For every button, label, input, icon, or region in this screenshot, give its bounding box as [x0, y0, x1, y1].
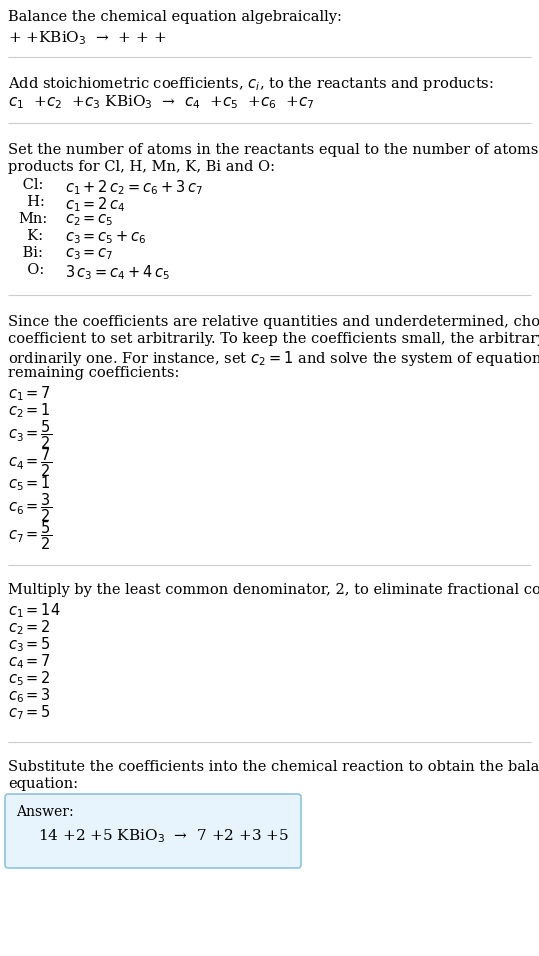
Text: Balance the chemical equation algebraically:: Balance the chemical equation algebraica… — [8, 10, 342, 24]
Text: $c_5 = 1$: $c_5 = 1$ — [8, 474, 51, 492]
Text: O:: O: — [18, 263, 44, 277]
Text: $c_2 = 2$: $c_2 = 2$ — [8, 618, 51, 637]
Text: equation:: equation: — [8, 777, 78, 791]
Text: $c_7 = 5$: $c_7 = 5$ — [8, 703, 51, 722]
Text: products for Cl, H, Mn, K, Bi and O:: products for Cl, H, Mn, K, Bi and O: — [8, 160, 275, 174]
Text: Set the number of atoms in the reactants equal to the number of atoms in the: Set the number of atoms in the reactants… — [8, 143, 539, 157]
FancyBboxPatch shape — [5, 794, 301, 868]
Text: Substitute the coefficients into the chemical reaction to obtain the balanced: Substitute the coefficients into the che… — [8, 760, 539, 774]
Text: + +KBiO$_3$  →  + + +: + +KBiO$_3$ → + + + — [8, 29, 167, 47]
Text: $c_3 = \dfrac{5}{2}$: $c_3 = \dfrac{5}{2}$ — [8, 418, 52, 450]
Text: $c_3 = c_5 + c_6$: $c_3 = c_5 + c_6$ — [65, 229, 147, 246]
Text: $c_4 = \dfrac{7}{2}$: $c_4 = \dfrac{7}{2}$ — [8, 446, 52, 479]
Text: $c_6 = 3$: $c_6 = 3$ — [8, 686, 51, 705]
Text: Mn:: Mn: — [18, 212, 47, 226]
Text: coefficient to set arbitrarily. To keep the coefficients small, the arbitrary va: coefficient to set arbitrarily. To keep … — [8, 332, 539, 346]
Text: Add stoichiometric coefficients, $c_i$, to the reactants and products:: Add stoichiometric coefficients, $c_i$, … — [8, 75, 494, 93]
Text: Multiply by the least common denominator, 2, to eliminate fractional coefficient: Multiply by the least common denominator… — [8, 583, 539, 597]
Text: Cl:: Cl: — [18, 178, 43, 192]
Text: $c_3 = c_7$: $c_3 = c_7$ — [65, 246, 114, 262]
Text: H:: H: — [18, 195, 45, 209]
Text: $c_7 = \dfrac{5}{2}$: $c_7 = \dfrac{5}{2}$ — [8, 519, 52, 552]
Text: $c_1 + 2\,c_2 = c_6 + 3\,c_7$: $c_1 + 2\,c_2 = c_6 + 3\,c_7$ — [65, 178, 203, 197]
Text: $c_1$  +$c_2$  +$c_3$ KBiO$_3$  →  $c_4$  +$c_5$  +$c_6$  +$c_7$: $c_1$ +$c_2$ +$c_3$ KBiO$_3$ → $c_4$ +$c… — [8, 93, 315, 111]
Text: $c_5 = 2$: $c_5 = 2$ — [8, 669, 51, 687]
Text: $3\,c_3 = c_4 + 4\,c_5$: $3\,c_3 = c_4 + 4\,c_5$ — [65, 263, 170, 282]
Text: K:: K: — [18, 229, 43, 243]
Text: $c_2 = 1$: $c_2 = 1$ — [8, 401, 51, 420]
Text: Answer:: Answer: — [16, 805, 74, 819]
Text: $c_1 = 14$: $c_1 = 14$ — [8, 601, 61, 619]
Text: $c_4 = 7$: $c_4 = 7$ — [8, 652, 51, 671]
Text: $c_1 = 2\,c_4$: $c_1 = 2\,c_4$ — [65, 195, 126, 214]
Text: Since the coefficients are relative quantities and underdetermined, choose a: Since the coefficients are relative quan… — [8, 315, 539, 329]
Text: remaining coefficients:: remaining coefficients: — [8, 366, 179, 380]
Text: $c_2 = c_5$: $c_2 = c_5$ — [65, 212, 114, 228]
Text: $c_6 = \dfrac{3}{2}$: $c_6 = \dfrac{3}{2}$ — [8, 491, 52, 524]
Text: 14 +2 +5 KBiO$_3$  →  7 +2 +3 +5: 14 +2 +5 KBiO$_3$ → 7 +2 +3 +5 — [38, 827, 289, 845]
Text: ordinarily one. For instance, set $c_2 = 1$ and solve the system of equations fo: ordinarily one. For instance, set $c_2 =… — [8, 349, 539, 368]
Text: $c_3 = 5$: $c_3 = 5$ — [8, 635, 51, 654]
Text: $c_1 = 7$: $c_1 = 7$ — [8, 384, 51, 402]
Text: Bi:: Bi: — [18, 246, 43, 260]
